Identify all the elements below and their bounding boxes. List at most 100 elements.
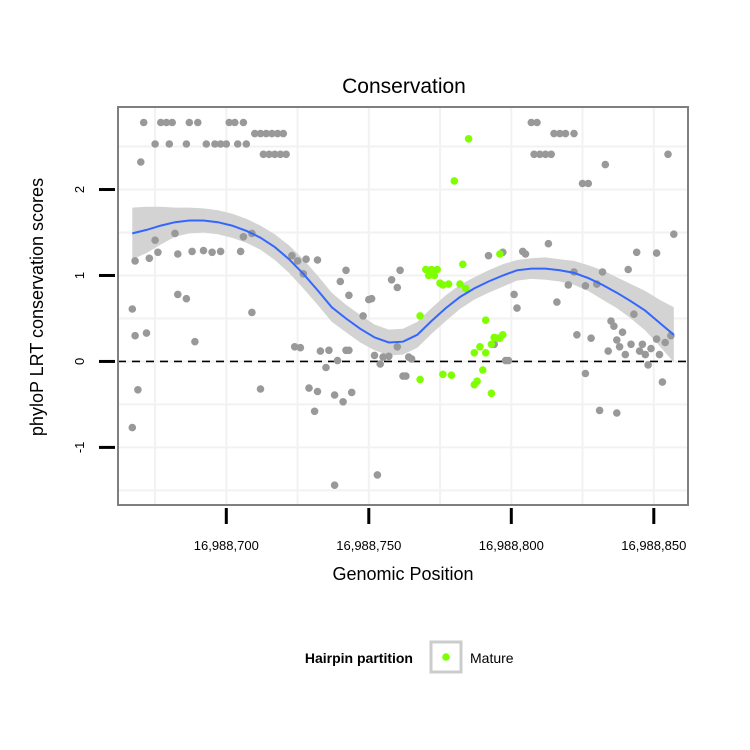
point-other [387,276,396,284]
point-other [484,251,493,260]
legend: Hairpin partition Mature [305,640,514,674]
x-tick-label: 16,988,750 [336,538,401,553]
legend-mature-label: Mature [470,650,514,666]
point-other [342,266,350,275]
legend-mature-swatch [442,653,450,661]
point-other [587,334,595,343]
x-axis-label: Genomic Position [332,564,473,584]
point-other [345,291,353,300]
point-other [385,352,393,361]
point-other [627,340,635,349]
point-other [604,347,612,355]
point-other [630,310,638,319]
point-other [268,129,276,138]
point-other [610,322,618,331]
point-other [339,398,347,406]
point-other [595,406,604,415]
point-mature [476,343,484,351]
point-mature [499,331,507,339]
point-mature [487,340,496,349]
point-other [521,250,530,258]
point-other [185,118,194,127]
point-other [256,129,265,138]
point-mature [481,316,490,325]
point-other [199,246,208,255]
confidence-band-area [132,206,674,363]
point-other [322,363,330,372]
point-other [305,384,313,392]
point-other [290,343,299,351]
point-other [208,248,216,257]
point-mature [447,371,456,380]
point-other [527,118,536,127]
point-other [128,423,137,432]
point-mature [487,389,496,398]
chart-title: Conservation [342,75,466,98]
point-other [513,304,521,312]
point-other [670,230,678,238]
point-other [313,256,322,264]
point-other [561,129,570,138]
point-mature [464,135,473,143]
point-other [276,150,285,159]
point-other [536,150,544,159]
point-other [151,140,159,148]
point-other [134,386,142,394]
x-tick-label: 16,988,700 [194,538,259,553]
point-other [182,140,191,148]
point-other [402,372,410,380]
point-other [655,350,664,359]
point-other [373,471,382,479]
x-axis: 16,988,700 16,988,750 16,988,800 16,988,… [194,508,686,553]
legend-title: Hairpin partition [305,650,413,666]
point-other [570,129,578,138]
point-other [581,282,590,290]
point-mature [416,312,424,320]
smooth-line [132,219,675,344]
point-other [248,308,256,317]
point-other [393,283,402,292]
point-other [376,360,385,368]
point-other [621,350,630,359]
point-other [652,249,661,257]
smooth-curve [132,219,675,344]
x-tick-label: 16,988,800 [479,538,544,553]
point-other [553,298,561,306]
point-other [393,343,402,351]
point-other [325,346,333,355]
point-other [236,247,245,256]
point-other [225,118,233,127]
point-mature [496,250,504,258]
point-other [613,409,621,417]
point-other [652,335,661,343]
y-tick-label: 1 [72,272,87,279]
point-other [194,118,202,127]
y-tick-label: 2 [72,186,87,193]
point-other [578,179,587,188]
point-other [644,361,652,369]
y-axis-label: phyloP LRT conservation scores [27,178,47,436]
point-other [316,347,325,355]
point-other [533,118,541,127]
point-other [239,118,248,127]
point-other [128,305,137,313]
point-other [564,281,573,289]
point-other [271,150,279,159]
y-tick: -1 [72,442,115,453]
point-mature [479,366,487,374]
point-other [242,140,251,148]
point-other [256,385,265,393]
x-tick: 16,988,850 [621,508,686,553]
point-other [313,387,322,396]
point-other [638,340,647,349]
point-other [330,391,339,399]
point-other [370,351,379,360]
point-other [310,407,319,416]
point-other [379,353,387,361]
point-other [550,129,558,138]
point-other [661,338,669,347]
x-tick-label: 16,988,850 [621,538,686,553]
point-other [510,290,518,299]
point-other [641,350,650,359]
point-other [191,337,199,346]
